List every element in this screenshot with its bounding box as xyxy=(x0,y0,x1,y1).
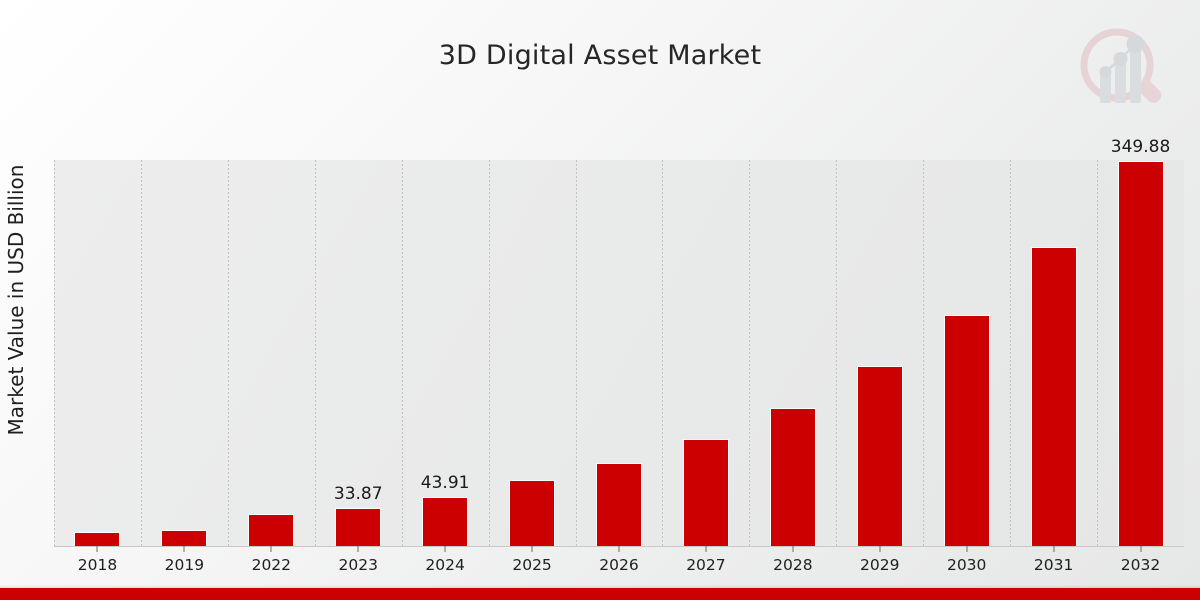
gridline xyxy=(314,160,316,546)
bar-slot: 349.88 xyxy=(1097,137,1184,546)
x-tick-label: 2027 xyxy=(686,556,726,574)
bar-2022[interactable] xyxy=(249,515,294,546)
bar-2028[interactable] xyxy=(770,408,815,546)
x-tick-2028: 2028 xyxy=(749,546,836,574)
bar-2018[interactable] xyxy=(75,533,120,546)
tick-mark xyxy=(618,546,620,552)
footer-shadow xyxy=(0,585,1200,588)
bar-slot xyxy=(141,160,228,546)
x-tick-label: 2029 xyxy=(860,556,900,574)
tick-mark xyxy=(1053,546,1055,552)
x-tick-2019: 2019 xyxy=(141,546,228,574)
tick-mark xyxy=(183,546,185,552)
gridline xyxy=(662,160,664,546)
tick-mark xyxy=(966,546,968,552)
x-tick-2023: 2023 xyxy=(315,546,402,574)
bar-series: 33.87 43.91 349.88 xyxy=(54,137,1184,546)
gridline xyxy=(227,160,229,546)
x-tick-2022: 2022 xyxy=(228,546,315,574)
x-tick-2025: 2025 xyxy=(489,546,576,574)
gridline xyxy=(923,160,925,546)
gridline xyxy=(401,160,403,546)
x-tick-label: 2024 xyxy=(425,556,465,574)
x-tick-label: 2022 xyxy=(251,556,292,574)
x-tick-2026: 2026 xyxy=(576,546,663,574)
x-tick-label: 2028 xyxy=(773,556,813,574)
tick-mark xyxy=(531,546,533,552)
gridline xyxy=(54,160,55,546)
tick-mark xyxy=(357,546,359,552)
bar-2032[interactable] xyxy=(1118,162,1163,546)
x-tick-label: 2025 xyxy=(512,556,552,574)
bar-2029[interactable] xyxy=(857,367,902,546)
x-tick-2030: 2030 xyxy=(923,546,1010,574)
bar-slot xyxy=(662,160,749,546)
tick-mark xyxy=(96,546,98,552)
bar-2023[interactable] xyxy=(336,508,381,546)
x-axis-tick-labels: 2018 2019 2022 2023 2024 2025 2026 2027 2028 2029… xyxy=(54,546,1184,574)
gridline xyxy=(575,160,577,546)
x-tick-label: 2026 xyxy=(599,556,639,574)
bar-2024[interactable] xyxy=(423,497,468,546)
bar-value-label-2032: 349.88 xyxy=(1110,137,1171,158)
bar-value-label-2023: 33.87 xyxy=(333,483,383,504)
bar-slot: 43.91 xyxy=(402,160,489,546)
bar-2031[interactable] xyxy=(1031,247,1076,546)
tick-mark xyxy=(1140,546,1142,552)
bar-2019[interactable] xyxy=(162,530,207,546)
tick-mark xyxy=(705,546,707,552)
tick-mark xyxy=(879,546,881,552)
x-tick-2032: 2032 xyxy=(1097,546,1184,574)
tick-mark xyxy=(792,546,794,552)
gridline xyxy=(836,160,838,546)
gridlines xyxy=(54,160,1184,546)
gridline xyxy=(488,160,490,546)
tick-mark xyxy=(444,546,446,552)
bar-slot xyxy=(576,160,663,546)
plot-area: 33.87 43.91 349.88 xyxy=(54,137,1184,546)
bar-slot xyxy=(54,160,141,546)
bar-slot xyxy=(836,160,923,546)
bar-slot xyxy=(228,160,315,546)
x-tick-2027: 2027 xyxy=(662,546,749,574)
x-tick-label: 2023 xyxy=(338,556,378,574)
bar-value-label-2024: 43.91 xyxy=(420,472,470,493)
x-tick-label: 2019 xyxy=(164,556,205,574)
x-tick-2029: 2029 xyxy=(836,546,923,574)
bar-2030[interactable] xyxy=(944,315,989,546)
tick-mark xyxy=(270,546,272,552)
y-axis-title: Market Value in USD Billion xyxy=(4,164,28,436)
bar-2025[interactable] xyxy=(510,481,555,546)
x-tick-2018: 2018 xyxy=(54,546,141,574)
bar-slot: 33.87 xyxy=(315,160,402,546)
bar-2027[interactable] xyxy=(683,439,728,546)
bar-slot xyxy=(1010,160,1097,546)
footer-band xyxy=(0,588,1200,600)
x-tick-label: 2030 xyxy=(946,556,987,574)
gridline xyxy=(1097,160,1099,546)
x-tick-label: 2018 xyxy=(77,556,118,574)
x-tick-label: 2031 xyxy=(1033,556,1074,574)
page-title: 3D Digital Asset Market xyxy=(438,40,762,71)
bar-slot xyxy=(489,160,576,546)
x-tick-label: 2032 xyxy=(1120,556,1161,574)
bar-slot xyxy=(749,160,836,546)
gridline xyxy=(749,160,751,546)
bar-2026[interactable] xyxy=(596,463,641,546)
magnifier-bar-chart-logo-icon xyxy=(1067,18,1172,118)
x-tick-2031: 2031 xyxy=(1010,546,1097,574)
gridline xyxy=(1010,160,1012,546)
gridline xyxy=(140,160,142,546)
bar-slot xyxy=(923,160,1010,546)
x-tick-2024: 2024 xyxy=(402,546,489,574)
